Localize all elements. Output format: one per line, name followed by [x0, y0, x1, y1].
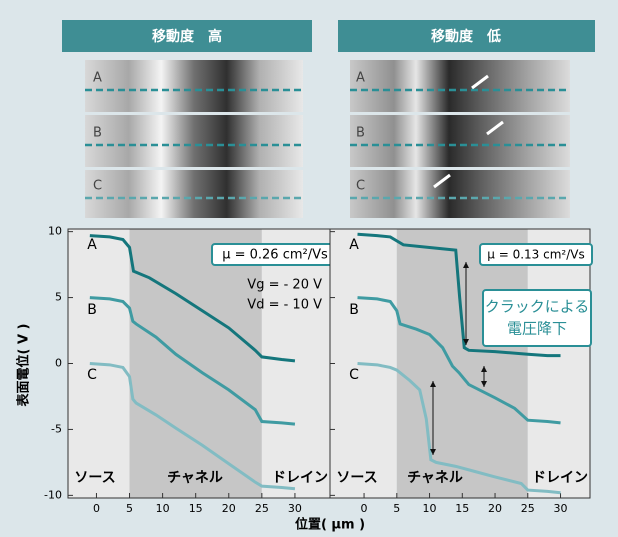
- x-tick-label: 20: [488, 502, 502, 515]
- image-strip: [350, 115, 570, 167]
- y-axis-label: 表面電位( V ): [16, 324, 32, 408]
- x-tick-label: 10: [156, 502, 170, 515]
- x-tick-label: 10: [423, 502, 437, 515]
- region-label: チャネル: [167, 470, 223, 486]
- line-label: A: [349, 237, 359, 253]
- channel-region: [397, 229, 528, 498]
- strip-label: C: [356, 179, 365, 194]
- strip-label: B: [93, 126, 102, 141]
- region-label: ドレイン: [532, 470, 588, 486]
- strip-label: B: [356, 126, 365, 141]
- figure: 移動度 高 移動度 低 A B C A B C 表面電位( V ) 位置( μm…: [0, 0, 618, 537]
- line-label: B: [87, 302, 97, 318]
- annotation: μ = 0.13 cm²/Vs: [487, 248, 584, 262]
- annotation: μ = 0.26 cm²/Vs: [222, 248, 328, 263]
- drain-region: [528, 229, 590, 498]
- x-tick-label: 0: [93, 502, 100, 515]
- region-label: ドレイン: [272, 470, 328, 486]
- header: 移動度 高: [152, 28, 222, 45]
- x-tick-label: 30: [554, 502, 568, 515]
- channel-region: [130, 229, 262, 498]
- strip-label: C: [93, 179, 102, 194]
- strip-label: A: [356, 71, 365, 86]
- line-label: C: [87, 367, 97, 383]
- line-label: B: [349, 302, 359, 318]
- x-tick-label: 30: [288, 502, 302, 515]
- x-tick-label: 15: [455, 502, 469, 515]
- y-tick-label: -10: [44, 488, 62, 501]
- image-strip: [85, 170, 303, 218]
- x-axis-label: 位置( μm ): [295, 517, 365, 533]
- annotation: Vd = - 10 V: [247, 298, 322, 313]
- x-tick-label: 5: [393, 502, 400, 515]
- image-strip: [350, 60, 570, 112]
- image-strip: [85, 115, 303, 167]
- region-label: ソース: [74, 470, 115, 486]
- x-tick-label: 5: [126, 502, 133, 515]
- y-tick-label: 10: [48, 225, 62, 238]
- annotation: クラックによる: [485, 298, 590, 316]
- line-label: A: [87, 237, 97, 253]
- image-strip: [350, 170, 570, 218]
- header: 移動度 低: [431, 28, 501, 45]
- x-tick-label: 20: [222, 502, 236, 515]
- strip-label: A: [93, 71, 102, 86]
- line-label: C: [349, 367, 359, 383]
- image-strip: [85, 60, 303, 112]
- drain-region: [262, 229, 330, 498]
- region-label: チャネル: [407, 470, 463, 486]
- x-tick-label: 15: [189, 502, 203, 515]
- annotation: 電圧降下: [507, 320, 567, 338]
- region-label: ソース: [336, 470, 377, 486]
- y-tick-label: -5: [51, 422, 62, 435]
- y-tick-label: 0: [55, 357, 62, 370]
- x-tick-label: 25: [255, 502, 269, 515]
- y-tick-label: 5: [55, 291, 62, 304]
- annotation: Vg = - 20 V: [247, 278, 322, 293]
- x-tick-label: 0: [361, 502, 368, 515]
- x-tick-label: 25: [521, 502, 535, 515]
